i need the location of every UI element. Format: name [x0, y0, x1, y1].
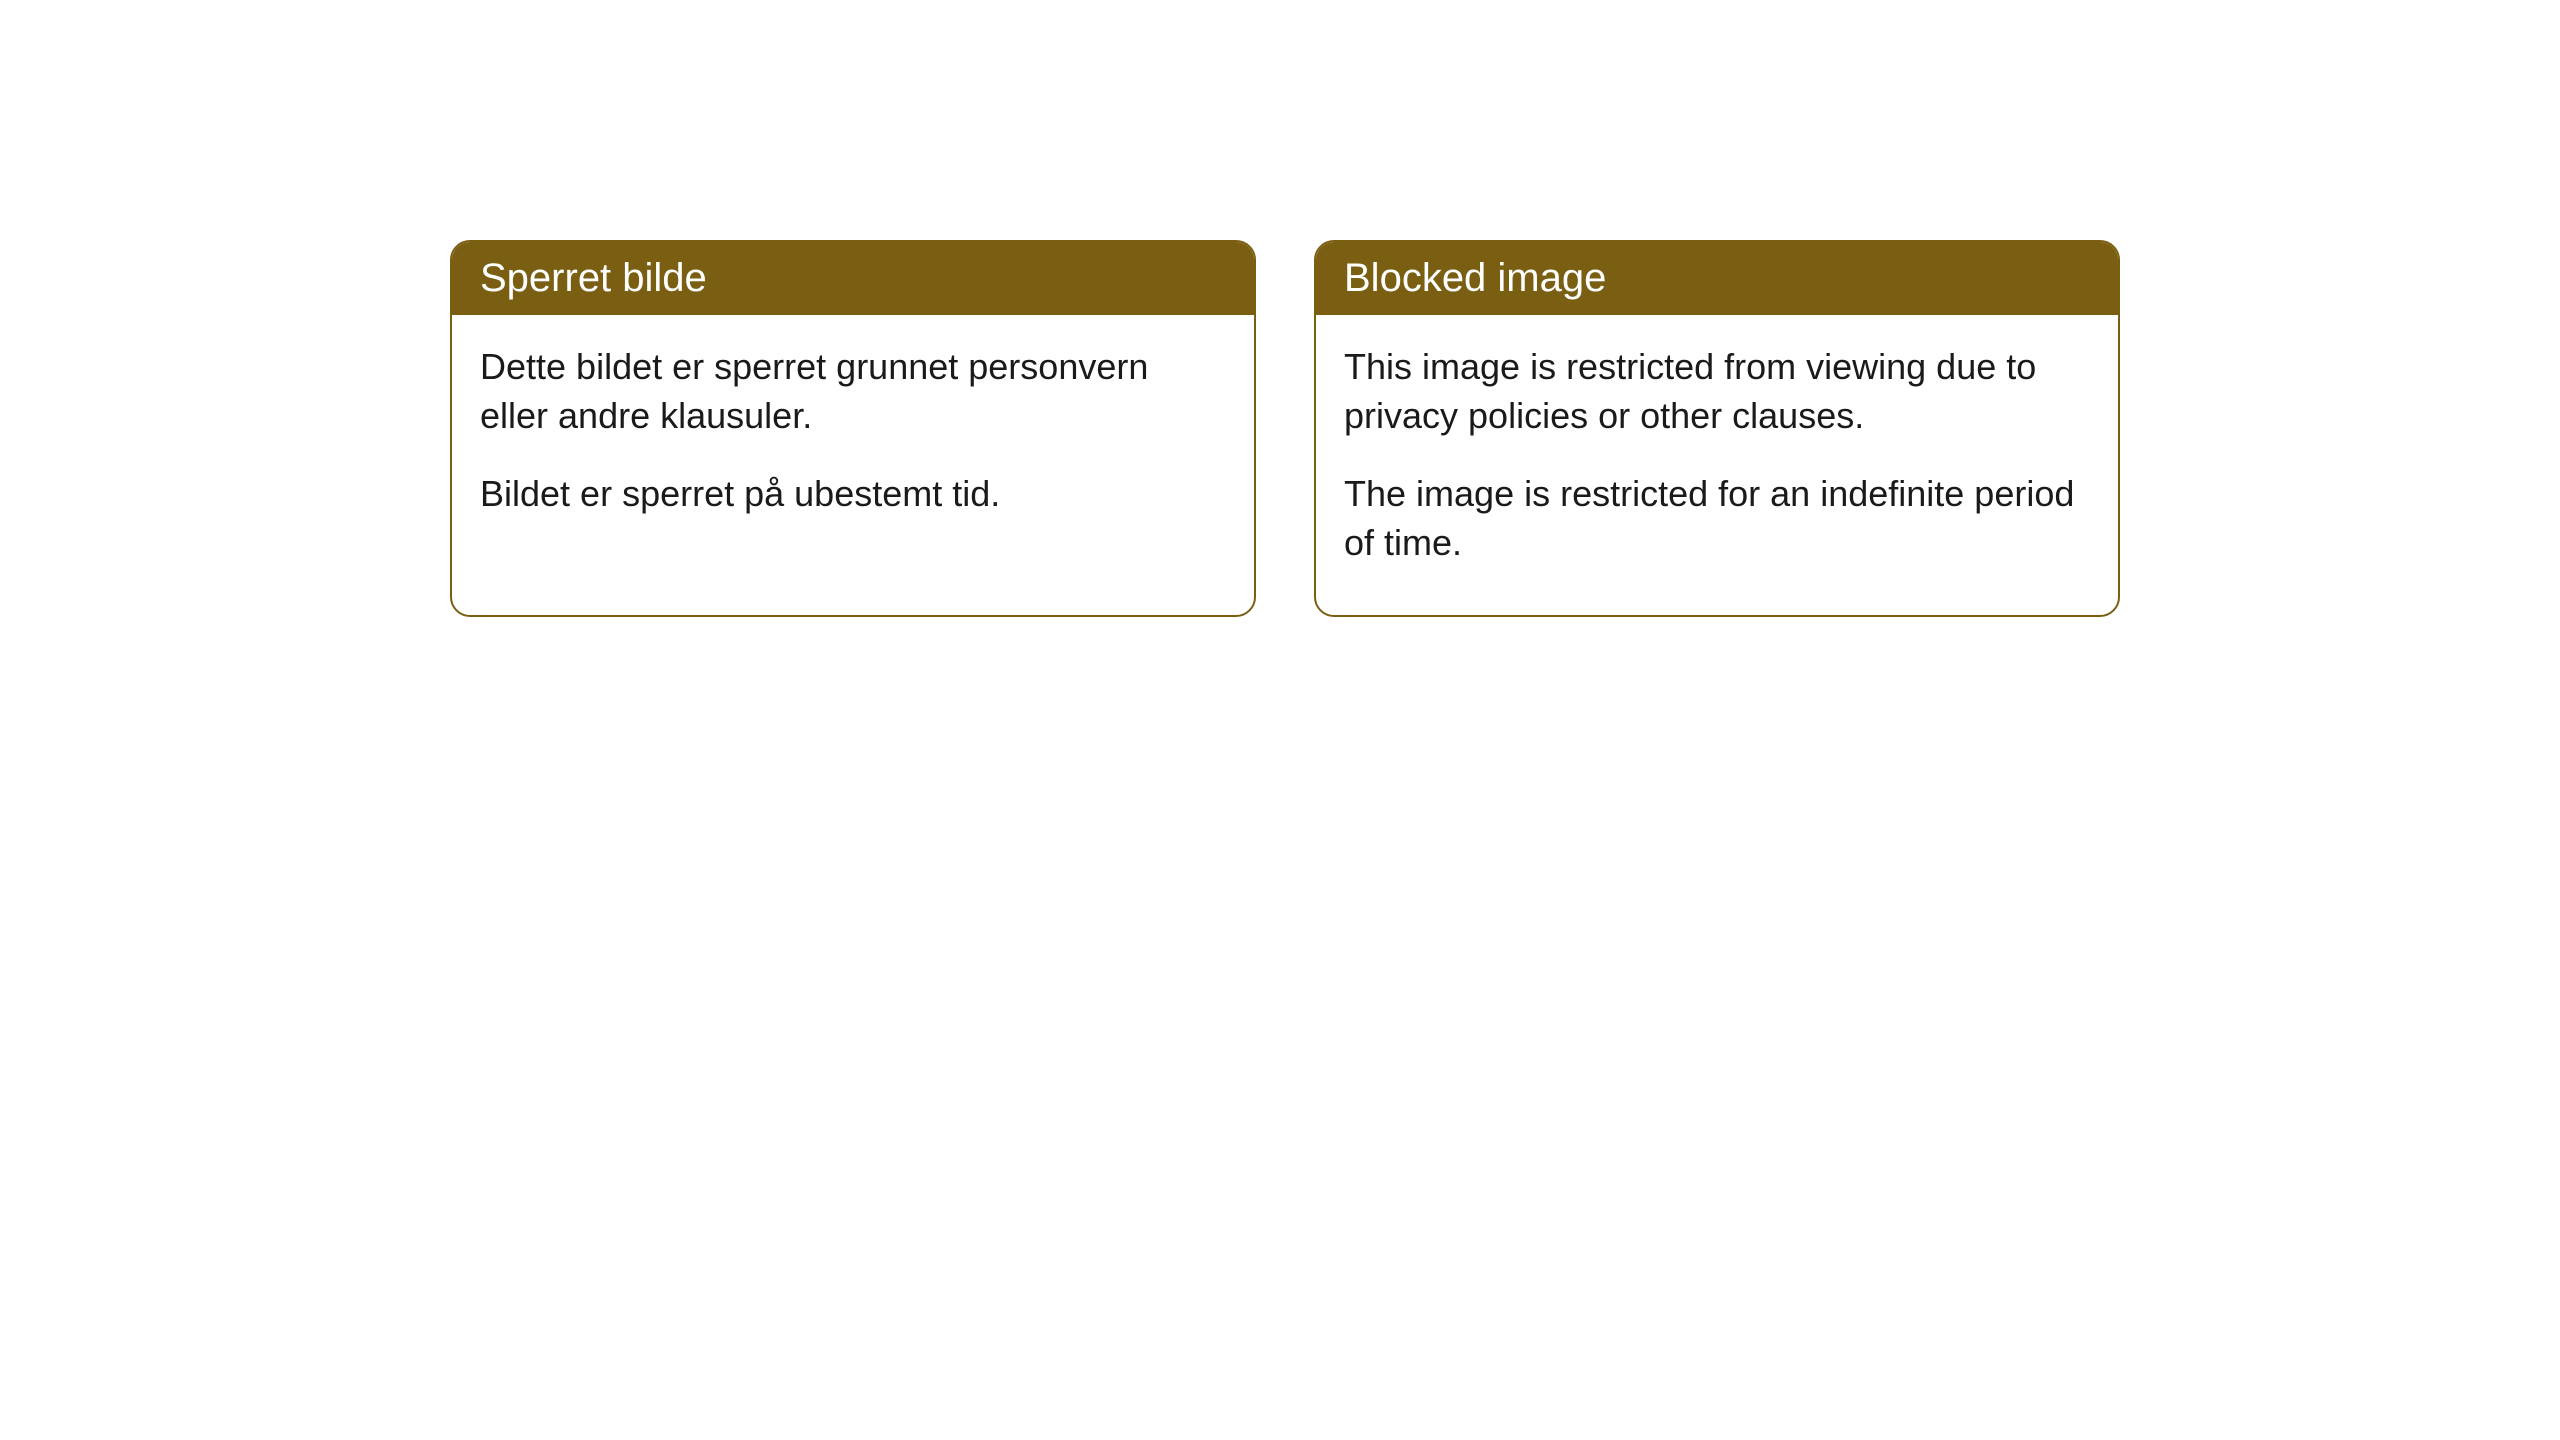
card-paragraph: Dette bildet er sperret grunnet personve…: [480, 343, 1226, 440]
card-title: Blocked image: [1344, 256, 1606, 300]
blocked-image-card-no: Sperret bilde Dette bildet er sperret gr…: [450, 240, 1256, 617]
blocked-image-card-en: Blocked image This image is restricted f…: [1314, 240, 2120, 617]
card-header: Blocked image: [1316, 242, 2118, 315]
card-paragraph: Bildet er sperret på ubestemt tid.: [480, 470, 1226, 519]
card-paragraph: The image is restricted for an indefinit…: [1344, 470, 2090, 567]
card-body: Dette bildet er sperret grunnet personve…: [452, 315, 1254, 567]
card-paragraph: This image is restricted from viewing du…: [1344, 343, 2090, 440]
card-header: Sperret bilde: [452, 242, 1254, 315]
card-title: Sperret bilde: [480, 256, 707, 300]
card-body: This image is restricted from viewing du…: [1316, 315, 2118, 615]
notice-container: Sperret bilde Dette bildet er sperret gr…: [450, 240, 2120, 617]
